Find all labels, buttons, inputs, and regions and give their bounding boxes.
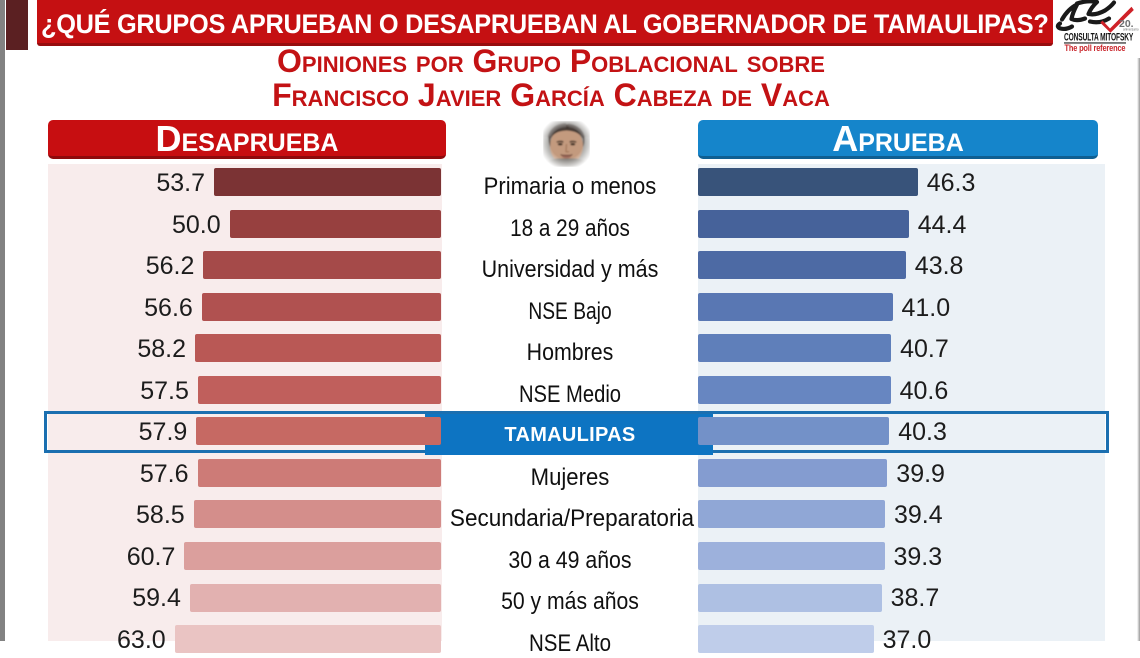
svg-text:The poll reference: The poll reference [1065,42,1126,53]
svg-text:CONSULTA MITOFSKY: CONSULTA MITOFSKY [1064,31,1133,43]
svg-text:20.: 20. [1119,18,1134,30]
svg-text:aniversario: aniversario [1123,28,1139,32]
